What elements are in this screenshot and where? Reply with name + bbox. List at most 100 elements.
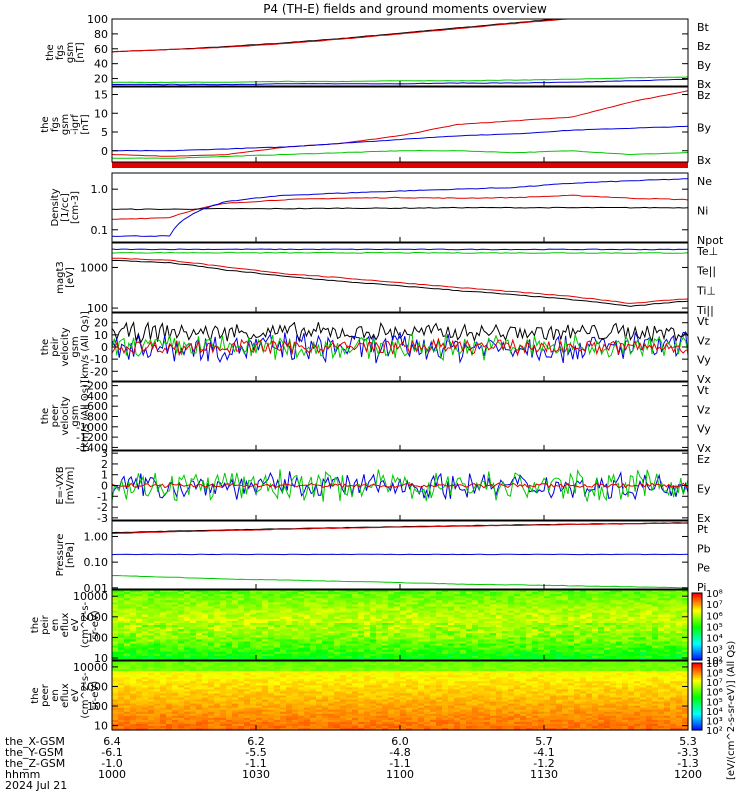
spectrogram-cell	[460, 608, 467, 612]
spectrogram-cell	[544, 590, 551, 593]
spectrogram-cell	[154, 612, 161, 616]
spectrogram-cell	[430, 622, 437, 626]
spectrogram-cell	[130, 610, 137, 614]
spectrogram-cell	[250, 616, 257, 620]
spectrogram-cell	[310, 665, 317, 668]
spectrogram-cell	[610, 620, 617, 624]
spectrogram-cell	[670, 631, 677, 634]
spectrogram-cell	[454, 677, 461, 680]
spectrogram-cell	[682, 606, 689, 610]
spectrogram-cell	[508, 600, 515, 603]
spectrogram-cell	[544, 627, 551, 630]
spectrogram-cell	[304, 606, 311, 610]
spectrogram-cell	[226, 671, 233, 674]
spectrogram-cell	[640, 665, 647, 668]
spectrogram-cell	[490, 590, 497, 593]
spectrogram-cell	[412, 600, 419, 603]
spectrogram-cell	[178, 679, 185, 682]
spectrogram-cell	[238, 620, 245, 624]
spectrogram-cell	[142, 622, 149, 626]
spectrogram-cell	[160, 627, 167, 630]
spectrogram-cell	[136, 633, 143, 636]
spectrogram-cell	[496, 657, 503, 661]
spectrogram-cell	[658, 633, 665, 636]
spectrogram-cell	[286, 663, 293, 666]
series-line-Te||	[111, 251, 689, 254]
spectrogram-cell	[352, 655, 359, 659]
spectrogram-cell	[616, 610, 623, 614]
spectrogram-cell	[430, 673, 437, 676]
spectrogram-cell	[460, 629, 467, 632]
spectrogram-cell	[664, 616, 671, 620]
spectrogram-cell	[292, 671, 299, 674]
spectrogram-cell	[136, 620, 143, 624]
spectrogram-cell	[616, 651, 623, 655]
spectrogram-cell	[214, 673, 221, 676]
spectrogram-cell	[142, 683, 149, 686]
y-tick-label: 60	[94, 43, 108, 56]
spectrogram-cell	[640, 633, 647, 636]
spectrogram-cell	[220, 639, 227, 643]
spectrogram-cell	[592, 631, 599, 634]
spectrogram-cell	[172, 689, 179, 692]
spectrogram-cell	[472, 661, 479, 664]
spectrogram-cell	[112, 618, 119, 622]
y-tick-label: -800	[83, 411, 108, 424]
spectrogram-cell	[118, 590, 125, 593]
spectrogram-cell	[136, 685, 143, 688]
spectrogram-cell	[142, 592, 149, 595]
spectrogram-cell	[574, 637, 581, 641]
spectrogram-cell	[484, 685, 491, 688]
spectrogram-cell	[478, 620, 485, 624]
spectrogram-cell	[406, 689, 413, 692]
spectrogram-cell	[304, 661, 311, 664]
spectrogram-cell	[238, 635, 245, 638]
spectrogram-cell	[412, 647, 419, 651]
spectrogram-cell	[382, 625, 389, 628]
spectrogram-cell	[580, 639, 587, 643]
spectrogram-cell	[220, 687, 227, 690]
spectrogram-cell	[508, 631, 515, 634]
spectrogram-cell	[376, 598, 383, 601]
spectrogram-cell	[256, 618, 263, 622]
spectrogram-cell	[424, 681, 431, 684]
spectrogram-cell	[658, 669, 665, 672]
spectrogram-cell	[460, 647, 467, 651]
spectrogram-cell	[406, 643, 413, 647]
spectrogram-cell	[670, 596, 677, 599]
spectrogram-cell	[556, 665, 563, 668]
spectrogram-cell	[658, 655, 665, 659]
spectrogram-cell	[574, 598, 581, 601]
spectrogram-cell	[508, 655, 515, 659]
spectrogram-cell	[658, 639, 665, 643]
spectrogram-cell	[142, 637, 149, 641]
spectrogram-cell	[136, 645, 143, 649]
spectrogram-cell	[550, 679, 557, 682]
spectrogram-cell	[418, 681, 425, 684]
spectrogram-cell	[214, 689, 221, 692]
spectrogram-cell	[370, 596, 377, 599]
spectrogram-cell	[376, 655, 383, 659]
spectrogram-cell	[220, 622, 227, 626]
spectrogram-cell	[148, 618, 155, 622]
spectrogram-cell	[514, 618, 521, 622]
spectrogram-cell	[130, 633, 137, 636]
spectrogram-cell	[250, 657, 257, 661]
spectrogram-cell	[178, 661, 185, 664]
spectrogram-cell	[448, 689, 455, 692]
spectrogram-cell	[514, 600, 521, 603]
spectrogram-cell	[160, 635, 167, 638]
spectrogram-cell	[460, 590, 467, 593]
spectrogram-cell	[544, 610, 551, 614]
spectrogram-cell	[196, 631, 203, 634]
spectrogram-cell	[580, 687, 587, 690]
spectrogram-cell	[676, 598, 683, 601]
spectrogram-cell	[220, 637, 227, 641]
spectrogram-cell	[454, 610, 461, 614]
spectrogram-cell	[634, 681, 641, 684]
spectrogram-cell	[436, 600, 443, 603]
spectrogram-cell	[118, 669, 125, 672]
spectrogram-cell	[328, 625, 335, 628]
spectrogram-cell	[118, 610, 125, 614]
